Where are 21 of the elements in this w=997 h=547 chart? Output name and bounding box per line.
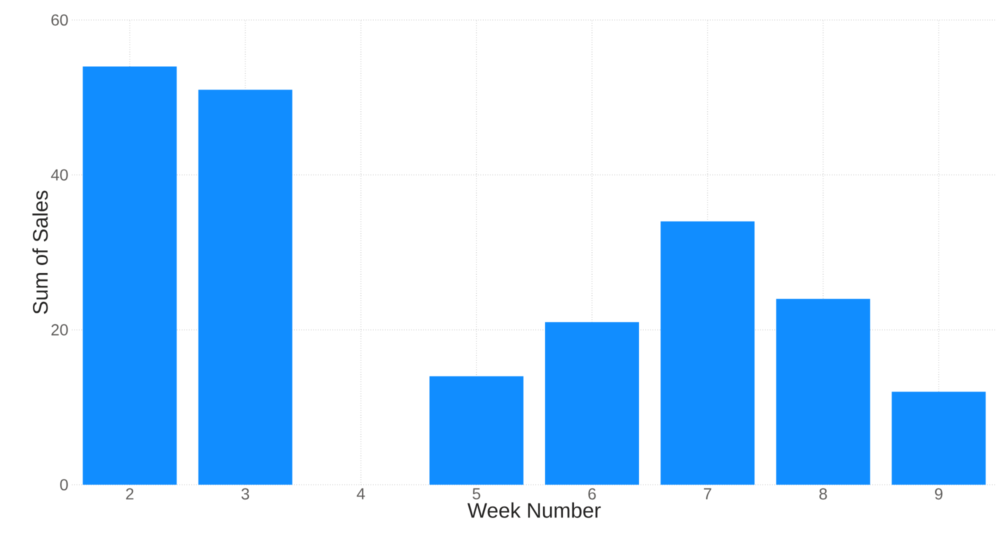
x-tick-label: 2 <box>126 488 134 500</box>
bar <box>82 66 177 485</box>
bar <box>660 222 755 485</box>
x-axis-title: Week Number <box>467 502 601 518</box>
bar <box>892 392 986 485</box>
x-tick-label: 3 <box>241 488 250 500</box>
y-tick-label: 0 <box>60 479 68 491</box>
bar <box>545 322 639 485</box>
bar <box>429 376 524 485</box>
bar <box>776 298 870 485</box>
y-tick-label: 40 <box>51 169 68 181</box>
bar <box>198 90 292 485</box>
x-tick-label: 6 <box>588 488 596 500</box>
y-axis-title: Sum of Sales <box>32 190 48 314</box>
y-tick-label: 20 <box>51 324 68 336</box>
y-tick-label: 60 <box>51 14 68 26</box>
x-tick-label: 9 <box>935 488 942 500</box>
x-tick-label: 4 <box>356 488 365 500</box>
x-tick-label: 8 <box>819 488 827 500</box>
x-tick-label: 5 <box>472 488 480 500</box>
x-tick-label: 7 <box>704 488 712 500</box>
